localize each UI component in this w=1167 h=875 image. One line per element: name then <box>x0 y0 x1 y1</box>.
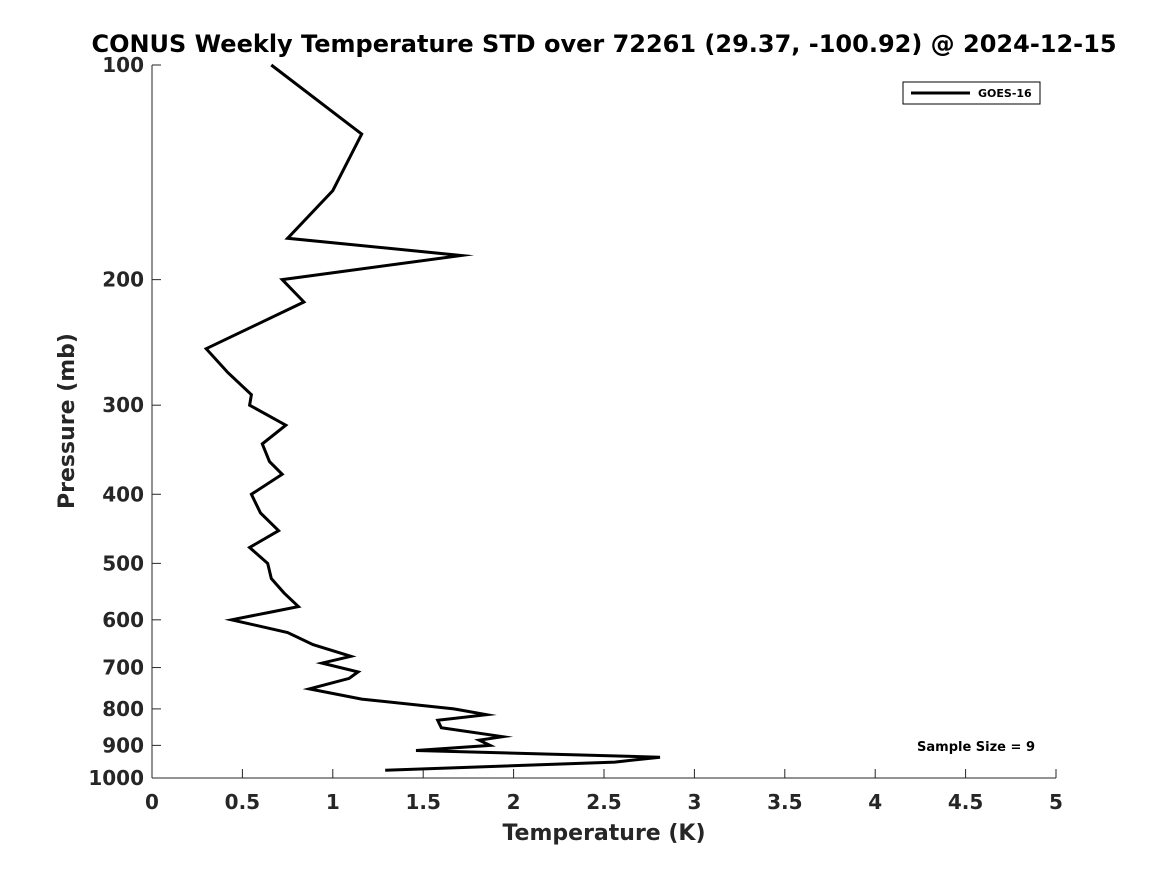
y-axis-label: Pressure (mb) <box>55 333 80 509</box>
sample-size-annotation: Sample Size = 9 <box>917 740 1035 755</box>
x-tick-label: 0 <box>145 790 159 814</box>
y-tick-label: 600 <box>102 608 144 632</box>
y-tick-label: 800 <box>102 697 144 721</box>
legend-label-goes-16: GOES-16 <box>978 87 1032 100</box>
x-tick-label: 1 <box>326 790 340 814</box>
y-tick-label: 1000 <box>88 766 144 790</box>
series-layer <box>203 63 661 772</box>
legend-box <box>902 81 1041 105</box>
ticks: 0 0.5 1 1.5 2 2.5 3 3.5 4 4.5 5 100 200 300 400 500 600 7… <box>88 53 1063 814</box>
y-tick-label: 500 <box>102 551 144 575</box>
x-tick-label: 4 <box>868 790 882 814</box>
x-tick-label: 4.5 <box>948 790 983 814</box>
x-tick-label: 2.5 <box>586 790 621 814</box>
plot-area <box>152 65 1056 778</box>
x-axis-label: Temperature (K) <box>502 821 705 846</box>
x-tick-label: 5 <box>1049 790 1063 814</box>
y-tick-label: 100 <box>102 53 144 77</box>
x-tick-label: 0.5 <box>225 790 260 814</box>
series-line-goes-16 <box>203 63 661 772</box>
x-tick-label: 3 <box>687 790 701 814</box>
x-tick-label: 2 <box>507 790 521 814</box>
x-tick-label: 3.5 <box>767 790 802 814</box>
chart-title: CONUS Weekly Temperature STD over 72261 … <box>91 30 1116 58</box>
y-tick-label: 400 <box>102 482 144 506</box>
x-tick-label: 1.5 <box>405 790 440 814</box>
legend: GOES-16 <box>902 81 1041 105</box>
y-tick-label: 200 <box>102 268 144 292</box>
y-tick-label: 900 <box>102 733 144 757</box>
y-tick-label: 300 <box>102 393 144 417</box>
y-tick-label: 700 <box>102 656 144 680</box>
